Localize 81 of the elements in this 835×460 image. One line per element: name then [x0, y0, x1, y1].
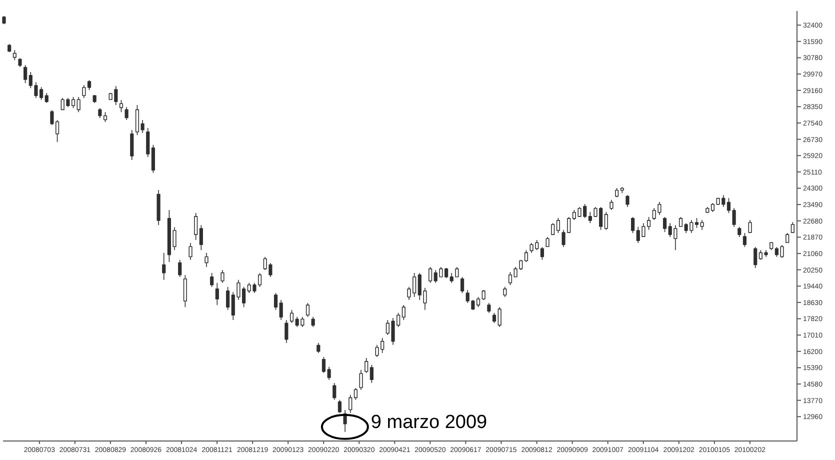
candlestick [604, 212, 608, 230]
candlestick [87, 80, 92, 91]
candlestick [76, 96, 80, 113]
candlestick [306, 302, 310, 318]
candlestick [156, 190, 160, 226]
candlestick [482, 290, 486, 300]
candlestick [226, 286, 230, 310]
candlestick [428, 266, 432, 284]
candlestick [220, 270, 224, 284]
candlestick [620, 186, 624, 194]
candlestick [146, 128, 150, 158]
candlestick [322, 356, 326, 374]
candlestick [82, 84, 86, 98]
candlestick [348, 394, 352, 414]
candlestick [615, 188, 619, 198]
candlestick [786, 232, 790, 244]
candlestick [662, 216, 667, 232]
candlestick [631, 216, 635, 234]
candlestick [178, 260, 182, 278]
candlestick [706, 206, 710, 214]
candlestick [503, 286, 507, 298]
candlestick [71, 96, 76, 108]
candlestick [204, 252, 208, 268]
candlestick [700, 220, 704, 230]
candlestick [354, 388, 358, 400]
candlestick [92, 94, 96, 104]
candlestick [754, 246, 758, 268]
annotation: 9 marzo 2009 [370, 412, 488, 433]
candlestick [103, 112, 108, 122]
candlestick [556, 218, 560, 234]
candlestick [119, 100, 124, 113]
candlestick [140, 120, 144, 134]
candlestick [290, 309, 294, 324]
candlestick [359, 370, 363, 390]
candlestick [274, 292, 278, 310]
candlestick [124, 106, 128, 120]
candlestick [678, 216, 683, 228]
candlestick [279, 300, 283, 320]
candlestick [98, 108, 102, 119]
candlestick [18, 58, 22, 68]
candlestick [476, 296, 480, 308]
candlestick [732, 208, 736, 228]
candlestick [546, 236, 550, 248]
candlestick [402, 304, 406, 320]
candlestick [284, 320, 288, 344]
candlestick [199, 224, 203, 250]
candlestick [210, 272, 214, 288]
candlestick [316, 342, 320, 354]
candlestick [215, 282, 219, 306]
candlestick [738, 226, 742, 238]
candlestick [524, 250, 528, 262]
candlestick [12, 50, 16, 61]
candlestick [188, 242, 192, 260]
candlestick [364, 358, 368, 374]
candlestick [130, 130, 134, 160]
candlestick [183, 274, 187, 308]
candlestick [508, 272, 512, 286]
candlestick [610, 200, 614, 210]
candlestick [370, 364, 374, 384]
candlestick [770, 242, 774, 250]
candlestick [327, 366, 331, 380]
candlestick [2, 16, 6, 24]
candlestick [44, 92, 48, 104]
candlestick [790, 222, 794, 234]
candlestick [492, 312, 496, 324]
candlestick [162, 252, 166, 280]
candlestick [487, 302, 491, 314]
candlestick [710, 202, 715, 212]
candlestick [135, 104, 140, 136]
candlestick [726, 198, 731, 214]
candlestick [194, 212, 198, 240]
candlestick [332, 382, 336, 400]
candlestick [24, 64, 28, 84]
candlestick [742, 232, 747, 248]
candlestick [748, 220, 752, 234]
candlestick [626, 194, 630, 208]
candlestick [498, 306, 502, 328]
candlestick [460, 276, 464, 294]
candlestick [694, 218, 699, 228]
candlestick [551, 222, 555, 236]
candlestick [311, 316, 315, 328]
